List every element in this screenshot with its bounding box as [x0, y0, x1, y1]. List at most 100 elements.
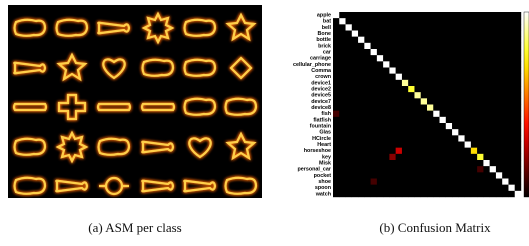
cell: [346, 129, 352, 135]
cell: [371, 129, 377, 135]
cell: [496, 74, 502, 80]
cell: [483, 105, 489, 111]
cell: [414, 105, 420, 111]
cell: [333, 49, 339, 55]
cell: [421, 12, 427, 18]
cell: [433, 31, 439, 37]
cell: [389, 123, 395, 129]
cell: [346, 37, 352, 43]
cell: [346, 135, 352, 141]
cell: [408, 86, 414, 92]
cell: [396, 98, 402, 104]
cell: [458, 74, 464, 80]
cell: [346, 98, 352, 104]
row-label: Heart: [317, 142, 331, 148]
cell: [396, 135, 402, 141]
cell: [496, 37, 502, 43]
cell: [371, 43, 377, 49]
cell: [427, 123, 433, 129]
cell: [502, 86, 508, 92]
cell: [440, 129, 446, 135]
cell: [402, 185, 408, 191]
cell: [358, 179, 364, 185]
cell: [458, 80, 464, 86]
cell: [490, 135, 496, 141]
cell: [496, 191, 502, 197]
cell: [508, 191, 514, 197]
cell: [446, 74, 452, 80]
cell: [396, 172, 402, 178]
cell: [433, 55, 439, 61]
cell: [352, 185, 358, 191]
cell: [440, 12, 446, 18]
cell: [408, 43, 414, 49]
cell: [402, 111, 408, 117]
cell: [452, 37, 458, 43]
cell: [502, 43, 508, 49]
cell: [364, 86, 370, 92]
cell: [458, 43, 464, 49]
cell: [408, 191, 414, 197]
row-label: bell: [322, 25, 332, 31]
cell: [502, 74, 508, 80]
cell: [408, 154, 414, 160]
cell: [377, 154, 383, 160]
cell: [515, 31, 521, 37]
cell: [458, 68, 464, 74]
cell: [465, 74, 471, 80]
cell: [452, 43, 458, 49]
cell: [352, 86, 358, 92]
cell: [477, 43, 483, 49]
cell: [440, 49, 446, 55]
cell: [490, 148, 496, 154]
cell: [358, 123, 364, 129]
cell: [377, 80, 383, 86]
row-label: car: [323, 50, 332, 56]
cell: [396, 117, 402, 123]
cell: [389, 154, 395, 160]
cell: [339, 86, 345, 92]
cell: [490, 80, 496, 86]
cell: [383, 74, 389, 80]
cell: [421, 135, 427, 141]
cell: [496, 49, 502, 55]
cell: [465, 37, 471, 43]
cell: [427, 142, 433, 148]
cell: [396, 142, 402, 148]
cell: [408, 24, 414, 30]
cell: [477, 61, 483, 67]
cell: [396, 92, 402, 98]
cell: [471, 37, 477, 43]
cell: [358, 61, 364, 67]
cell: [402, 74, 408, 80]
row-label: shoe: [318, 179, 331, 185]
cell: [515, 49, 521, 55]
cell: [452, 191, 458, 197]
cell: [452, 86, 458, 92]
cell: [471, 24, 477, 30]
cell: [471, 61, 477, 67]
cell: [408, 98, 414, 104]
cell: [371, 117, 377, 123]
cell: [446, 80, 452, 86]
cell: [452, 160, 458, 166]
cell: [364, 31, 370, 37]
cell: [389, 92, 395, 98]
cell: [389, 191, 395, 197]
cell: [408, 92, 414, 98]
cell: [333, 18, 339, 24]
cell: [458, 135, 464, 141]
cell: [477, 166, 483, 172]
cell: [465, 111, 471, 117]
cell: [446, 98, 452, 104]
cell: [333, 160, 339, 166]
cell: [502, 68, 508, 74]
cell: [427, 86, 433, 92]
cell: [502, 117, 508, 123]
cell: [371, 179, 377, 185]
cell: [477, 142, 483, 148]
cell: [433, 92, 439, 98]
cell: [346, 179, 352, 185]
cell: [496, 123, 502, 129]
cell: [471, 74, 477, 80]
